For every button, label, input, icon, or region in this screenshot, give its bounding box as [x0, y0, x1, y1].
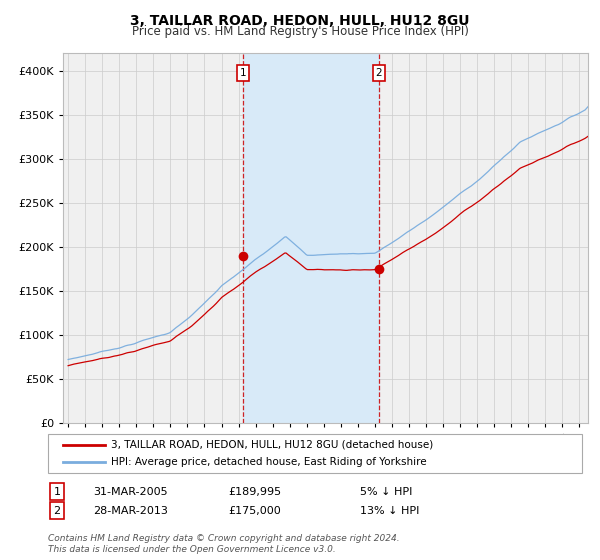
Text: 3, TAILLAR ROAD, HEDON, HULL, HU12 8GU (detached house): 3, TAILLAR ROAD, HEDON, HULL, HU12 8GU (…	[111, 440, 433, 450]
Text: £189,995: £189,995	[228, 487, 281, 497]
Text: 2: 2	[376, 68, 382, 78]
Text: 31-MAR-2005: 31-MAR-2005	[93, 487, 167, 497]
Text: 5% ↓ HPI: 5% ↓ HPI	[360, 487, 412, 497]
Text: 13% ↓ HPI: 13% ↓ HPI	[360, 506, 419, 516]
Text: Contains HM Land Registry data © Crown copyright and database right 2024.: Contains HM Land Registry data © Crown c…	[48, 534, 400, 543]
Text: 1: 1	[239, 68, 246, 78]
Text: This data is licensed under the Open Government Licence v3.0.: This data is licensed under the Open Gov…	[48, 545, 336, 554]
Text: 28-MAR-2013: 28-MAR-2013	[93, 506, 168, 516]
Text: Price paid vs. HM Land Registry's House Price Index (HPI): Price paid vs. HM Land Registry's House …	[131, 25, 469, 38]
Text: £175,000: £175,000	[228, 506, 281, 516]
Text: 1: 1	[53, 487, 61, 497]
Text: HPI: Average price, detached house, East Riding of Yorkshire: HPI: Average price, detached house, East…	[111, 457, 427, 467]
Text: 3, TAILLAR ROAD, HEDON, HULL, HU12 8GU: 3, TAILLAR ROAD, HEDON, HULL, HU12 8GU	[130, 14, 470, 28]
Bar	[243, 53, 379, 423]
Text: 2: 2	[53, 506, 61, 516]
